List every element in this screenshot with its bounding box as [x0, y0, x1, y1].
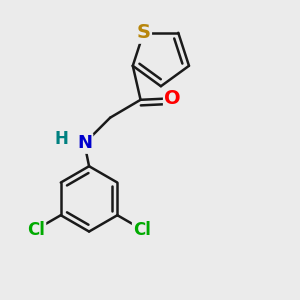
Text: H: H: [54, 130, 68, 148]
Text: Cl: Cl: [133, 220, 151, 238]
Text: O: O: [164, 89, 181, 108]
Text: Cl: Cl: [27, 220, 45, 238]
Text: S: S: [136, 23, 151, 42]
Text: N: N: [77, 134, 92, 152]
